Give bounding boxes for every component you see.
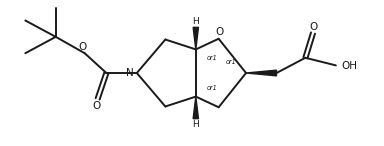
Text: O: O	[93, 101, 101, 111]
Text: OH: OH	[341, 61, 357, 71]
Polygon shape	[246, 70, 276, 76]
Text: H: H	[192, 17, 199, 26]
Polygon shape	[193, 27, 199, 49]
Text: or1: or1	[226, 59, 237, 65]
Text: O: O	[215, 27, 223, 37]
Text: O: O	[309, 22, 317, 32]
Text: O: O	[79, 42, 87, 52]
Text: H: H	[192, 120, 199, 129]
Text: or1: or1	[207, 55, 217, 61]
Polygon shape	[193, 97, 199, 119]
Text: or1: or1	[207, 85, 217, 91]
Text: N: N	[126, 68, 134, 78]
